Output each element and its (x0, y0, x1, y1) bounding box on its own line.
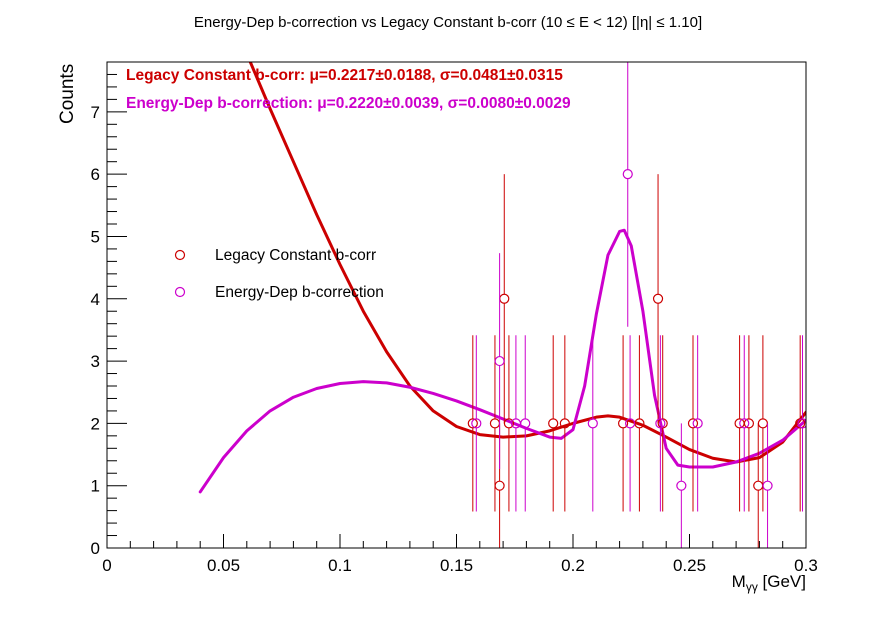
y-tick-label: 7 (91, 103, 100, 122)
x-tick-label: 0 (102, 556, 111, 575)
x-axis-label-subscript: γγ (746, 580, 758, 594)
marker-legacy (467, 418, 478, 429)
marker-energy-dep (762, 480, 773, 491)
x-axis-label-unit: [GeV] (758, 572, 806, 591)
data-point-energy-dep (676, 423, 687, 548)
data-point-legacy (548, 335, 559, 512)
data-point-legacy (467, 335, 478, 512)
legend-label-energy-dep: Energy-Dep b-correction (215, 284, 384, 301)
marker-energy-dep (494, 355, 505, 367)
x-axis-label-main: M (732, 572, 746, 591)
marker-legacy (652, 293, 664, 304)
marker-energy-dep (520, 418, 531, 429)
marker-legacy (503, 418, 515, 429)
marker-energy-dep (624, 418, 636, 429)
legend-marker-energy-dep (174, 286, 186, 298)
marker-energy-dep (692, 418, 703, 429)
data-point-energy-dep (655, 335, 666, 512)
x-tick-label: 0.05 (207, 556, 240, 575)
data-point-legacy (503, 335, 515, 512)
data-point-legacy (559, 335, 570, 512)
fit-curve-energy-dep (198, 228, 806, 494)
data-point-legacy (743, 335, 755, 512)
data-point-energy-dep (520, 335, 531, 512)
legend-label-legacy: Legacy Constant b-corr (215, 247, 376, 264)
y-tick-label: 5 (91, 227, 100, 246)
plot-area (198, 62, 806, 548)
chart-title: Energy-Dep b-correction vs Legacy Consta… (194, 14, 702, 31)
data-point-legacy (617, 335, 629, 512)
marker-energy-dep (622, 169, 633, 180)
data-point-energy-dep (692, 335, 703, 512)
data-point-energy-dep (762, 423, 773, 548)
marker-energy-dep (739, 418, 750, 429)
data-point-energy-dep (622, 62, 633, 327)
data-point-energy-dep (494, 253, 505, 469)
marker-energy-dep (471, 418, 482, 429)
data-point-legacy (652, 174, 664, 424)
data-point-energy-dep (587, 335, 598, 512)
y-tick-label: 3 (91, 352, 100, 371)
x-tick-label: 0.1 (328, 556, 352, 575)
y-axis-label: Counts (57, 64, 78, 124)
data-point-energy-dep (624, 335, 636, 512)
y-tick-label: 0 (91, 539, 100, 558)
data-point-legacy (687, 335, 699, 512)
data-point-energy-dep (739, 335, 750, 512)
marker-legacy (687, 418, 699, 429)
y-tick-label: 6 (91, 165, 100, 184)
fit-annotation-energy-dep: Energy-Dep b-correction: μ=0.2220±0.0039… (126, 95, 571, 112)
legend: Legacy Constant b-corr Energy-Dep b-corr… (174, 247, 384, 301)
marker-legacy (559, 418, 570, 429)
marker-energy-dep (676, 480, 687, 491)
data-point-legacy (499, 174, 510, 424)
x-tick-label: 0.15 (440, 556, 473, 575)
marker-energy-dep (797, 418, 806, 429)
marker-legacy (548, 418, 559, 429)
marker-legacy (494, 480, 505, 491)
marker-energy-dep (655, 418, 666, 429)
x-tick-label: 0.3 (794, 556, 818, 575)
marker-legacy (617, 418, 629, 429)
axes: 0 0.05 0.1 0.15 0.2 0.25 0.3 0 1 2 3 4 5 6 7 (91, 73, 818, 575)
marker-energy-dep (587, 418, 598, 429)
y-tick-label: 4 (91, 290, 100, 309)
marker-legacy (743, 418, 755, 429)
legend-marker-legacy (174, 249, 186, 261)
fit-annotation-legacy: Legacy Constant b-corr: μ=0.2217±0.0188,… (126, 67, 563, 84)
data-point-energy-dep (471, 335, 482, 512)
x-tick-label: 0.25 (673, 556, 706, 575)
y-tick-label: 1 (91, 477, 100, 496)
data-point-energy-dep (797, 335, 806, 512)
x-axis-label: Mγγ [GeV] (732, 572, 806, 594)
x-tick-label: 0.2 (561, 556, 585, 575)
y-tick-label: 2 (91, 414, 100, 433)
